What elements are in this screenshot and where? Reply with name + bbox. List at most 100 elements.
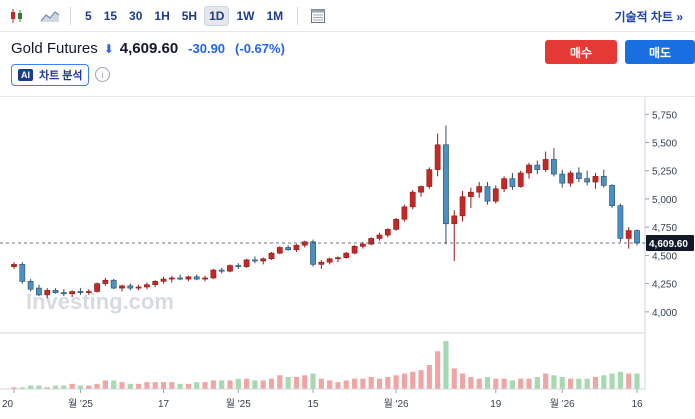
candle-body (567, 172, 574, 184)
ai-chart-analysis-button[interactable]: AI 차트 분석 (11, 64, 89, 86)
candle-body (542, 159, 549, 170)
candle-body (293, 244, 300, 251)
volume-bar (592, 377, 599, 389)
volume-bar (376, 378, 383, 389)
timeframe-1w[interactable]: 1W (236, 8, 255, 23)
candle-body (11, 264, 17, 267)
last-price-label: 4,609.60 (649, 239, 688, 250)
candle-body (609, 185, 615, 207)
volume-bar (518, 378, 524, 389)
volume-bar (127, 383, 133, 389)
volume-bar (252, 380, 258, 389)
timeframe-5h[interactable]: 5H (181, 8, 198, 23)
candle-body (52, 290, 59, 293)
candle-body (235, 265, 242, 267)
toolbar-divider (297, 6, 299, 25)
candle-body (193, 276, 200, 280)
candle-body (492, 188, 499, 202)
volume-bar (44, 387, 50, 389)
candle-body (534, 164, 541, 170)
candles (11, 125, 640, 299)
candle-body (260, 258, 267, 262)
candlestick-icon[interactable] (6, 4, 30, 28)
volume-bar (617, 371, 623, 389)
volume-bar (293, 377, 300, 389)
volume-bar (468, 377, 474, 389)
watermark: Investing.com (26, 289, 174, 314)
candle-body (285, 247, 291, 251)
volume-bar (534, 377, 540, 389)
volume-bar (559, 377, 565, 389)
table-icon[interactable] (306, 4, 330, 28)
x-tick-label: 16 (631, 399, 643, 410)
volume-bar (52, 385, 59, 389)
volume-bar (285, 377, 291, 389)
volume-bar (410, 371, 416, 389)
candle-body (426, 169, 433, 187)
candle-body (459, 196, 466, 217)
y-tick-label: 4,750 (652, 223, 677, 234)
volume-bar (551, 375, 557, 389)
axes: 5,750 5,500 5,250 5,000 4,750 4,500 4,250 4,000… (0, 97, 694, 410)
instrument-name: Gold Futures (11, 40, 98, 57)
candle-body (301, 241, 308, 246)
candle-body (44, 290, 51, 296)
volume-bar (235, 378, 241, 389)
candle-body (526, 164, 532, 174)
y-tick-label: 4,000 (652, 308, 677, 319)
candle-body (268, 252, 275, 260)
volume-bar (28, 385, 34, 389)
candle-body (360, 243, 366, 247)
volume-bar (260, 380, 266, 389)
info-icon[interactable]: i (95, 67, 110, 82)
area-chart-icon[interactable] (38, 4, 62, 28)
volume-bar (318, 378, 324, 389)
timeframe-5[interactable]: 5 (85, 8, 92, 23)
ai-icon: AI (18, 69, 33, 81)
volume-bar (194, 382, 200, 389)
chart-canvas[interactable]: Investing.com 5,750 5,500 5,250 5,000 4,750 4… (0, 97, 695, 419)
volume-bar (69, 383, 75, 389)
instrument-header: Gold Futures ⬇ 4,609.60 -30.90 (-0.67%) (11, 40, 285, 57)
volume-bar (401, 373, 407, 389)
candle-body (343, 252, 350, 258)
arrow-down-icon: ⬇ (103, 42, 114, 56)
volume-bar (443, 341, 449, 389)
volume-bar (435, 351, 441, 389)
candle-body (376, 234, 383, 239)
candle-body (85, 291, 92, 293)
candle-body (575, 172, 582, 179)
sell-button[interactable]: 매도 (625, 40, 695, 64)
candle-body (476, 186, 483, 193)
buy-button[interactable]: 매수 (545, 40, 617, 64)
volume-bar (144, 382, 150, 389)
volume-bar (351, 378, 358, 389)
x-tick-label: 월 '26 (384, 398, 409, 410)
x-tick-label: 15 (307, 399, 319, 410)
price-chart[interactable]: Investing.com 5,750 5,500 5,250 5,000 4,750 4… (0, 96, 695, 419)
timeframe-1m[interactable]: 1M (266, 8, 284, 23)
volume-bar (86, 385, 92, 389)
volume-bar (219, 380, 225, 389)
volume-bar (36, 385, 42, 389)
volume-bar (119, 382, 125, 389)
candle-body (69, 291, 76, 295)
candle-body (335, 257, 341, 260)
technical-chart-link[interactable]: 기술적 차트 » (614, 10, 683, 24)
timeframe-1h[interactable]: 1H (154, 8, 170, 23)
timeframe-1d[interactable]: 1D (204, 5, 230, 26)
last-price-tag (646, 235, 694, 252)
volume-bar (268, 378, 275, 389)
volume-bar (152, 382, 158, 389)
candle-body (19, 264, 26, 282)
x-tick-label: 월 '26 (550, 398, 575, 410)
volume-bar (327, 380, 333, 389)
candle-body (177, 277, 184, 280)
candle-body (127, 285, 134, 289)
candle-body (592, 176, 599, 183)
timeframe-30[interactable]: 30 (129, 8, 143, 23)
volume-bar (526, 378, 532, 389)
timeframe-15[interactable]: 15 (103, 8, 118, 23)
candle-body (551, 159, 557, 175)
